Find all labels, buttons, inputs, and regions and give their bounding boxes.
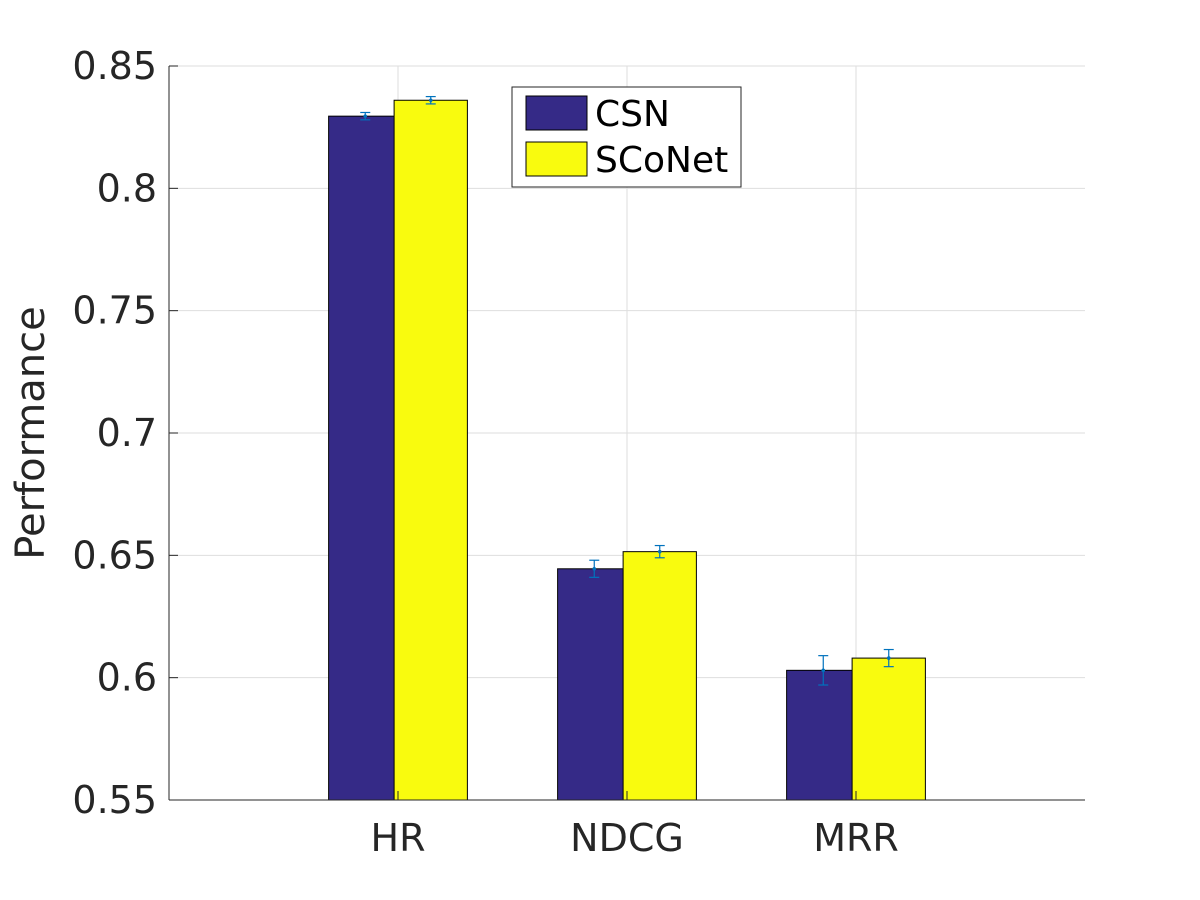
- x-category-labels: HR NDCG MRR: [371, 816, 899, 860]
- legend-label-csn: CSN: [595, 94, 670, 135]
- y-tick-label: 0.85: [72, 44, 157, 88]
- error-bar-csn-mrr: [818, 655, 829, 686]
- error-bars: [360, 95, 894, 686]
- y-tick-label: 0.6: [97, 656, 157, 700]
- error-bar-csn-ndcg: [589, 559, 600, 578]
- y-tick-label: 0.65: [72, 533, 157, 577]
- bar-sconet-mrr: [851, 657, 926, 801]
- y-axis-label: Performance: [8, 306, 54, 559]
- bar-csn-ndcg: [557, 568, 632, 801]
- legend: CSN SCoNet: [511, 86, 742, 188]
- x-category-label: NDCG: [570, 816, 684, 860]
- error-bar-sconet-ndcg: [654, 544, 665, 559]
- error-bar-sconet-mrr: [883, 648, 894, 668]
- bar-sconet-ndcg: [622, 551, 697, 801]
- y-tick-label: 0.55: [72, 778, 157, 822]
- y-tick-label: 0.75: [72, 289, 157, 333]
- legend-swatch-csn: [525, 95, 588, 131]
- x-category-label: HR: [371, 816, 426, 860]
- error-bar-sconet-hr: [425, 95, 436, 105]
- error-bar-csn-hr: [360, 111, 371, 121]
- bar-sconet-hr: [393, 99, 468, 801]
- legend-label-sconet: SCoNet: [595, 140, 728, 181]
- y-tick-label: 0.8: [97, 166, 157, 210]
- x-category-label: MRR: [813, 816, 899, 860]
- y-tick-label: 0.7: [97, 411, 157, 455]
- axes: [168, 65, 1085, 801]
- legend-swatch-sconet: [525, 141, 588, 177]
- y-tick-labels: 0.55 0.6 0.65 0.7 0.75 0.8 0.85: [72, 44, 157, 822]
- bar-csn-mrr: [786, 669, 861, 801]
- bar-csn-hr: [328, 115, 403, 801]
